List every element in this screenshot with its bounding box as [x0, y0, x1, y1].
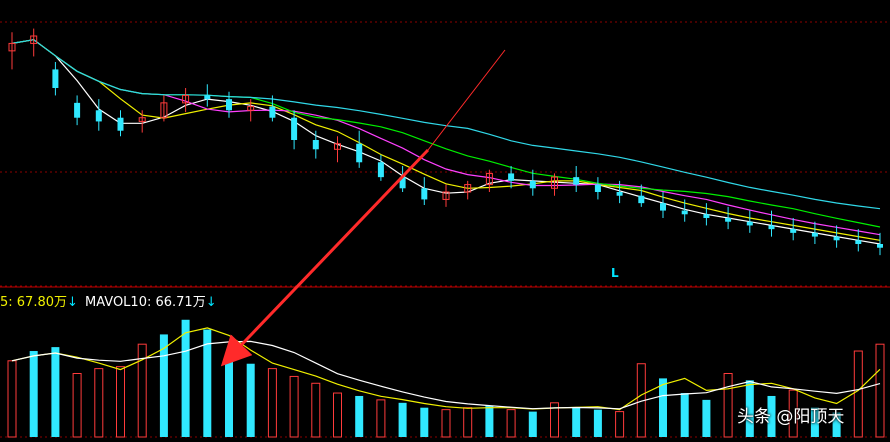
volume-bar-7 — [159, 334, 168, 437]
volume-bar-31 — [680, 393, 689, 437]
volume-bar-39 — [853, 350, 863, 438]
volume-bar-10 — [225, 356, 233, 437]
candle-body-21 — [464, 184, 472, 193]
watermark: 头条 @阳顶天 — [737, 407, 845, 427]
candle-body-39 — [855, 240, 862, 244]
candle-body-24 — [529, 180, 536, 189]
volume-bar-0 — [7, 360, 17, 438]
volume-bar-19 — [420, 407, 429, 437]
red-arrow — [220, 148, 430, 367]
candle-body-4 — [95, 110, 102, 122]
volume-bar-6 — [137, 343, 147, 438]
arrow-guide-line — [427, 49, 506, 151]
volume-bar-13 — [289, 375, 299, 438]
candle-body-26 — [573, 177, 580, 185]
candle-body-3 — [74, 102, 81, 118]
candle-body-28 — [616, 192, 623, 196]
candle-body-32 — [703, 214, 710, 218]
volume-bar-11 — [246, 363, 255, 437]
volume-bar-36 — [788, 389, 798, 438]
volume-bar-9 — [203, 329, 212, 437]
candle-body-2 — [52, 69, 59, 88]
volume-bar-25 — [550, 402, 559, 438]
candle-body-10 — [226, 99, 232, 111]
ma10-line — [11, 39, 881, 241]
volume-bar-26 — [572, 407, 581, 437]
mavol-line-ma10 — [11, 327, 881, 411]
candle-body-15 — [334, 143, 341, 150]
candle-body-1 — [30, 35, 38, 44]
volume-bar-12 — [267, 368, 277, 438]
candle-body-33 — [725, 218, 732, 222]
low-point-marker: L — [611, 266, 619, 280]
ma60-line — [11, 39, 881, 210]
candle-body-11 — [247, 106, 255, 111]
candle-body-13 — [291, 117, 298, 140]
volume-bar-28 — [615, 411, 625, 438]
volume-bar-38 — [832, 412, 841, 437]
candle-body-23 — [508, 173, 515, 181]
volume-bar-23 — [506, 409, 516, 438]
volume-bar-17 — [376, 399, 386, 438]
candle-body-5 — [117, 117, 124, 131]
volume-bar-4 — [94, 368, 104, 438]
volume-bar-30 — [659, 378, 667, 437]
candle-body-30 — [660, 203, 666, 211]
candle-body-20 — [442, 191, 450, 200]
volume-bar-18 — [398, 402, 407, 437]
candle-body-9 — [204, 95, 211, 100]
volume-bar-21 — [463, 407, 473, 438]
candle-body-34 — [746, 221, 753, 226]
candle-body-25 — [551, 176, 558, 189]
candle-body-36 — [790, 229, 797, 233]
candle-body-16 — [356, 143, 363, 163]
candle-body-40 — [877, 244, 883, 248]
candle-body-29 — [638, 195, 645, 204]
volume-bar-16 — [355, 395, 364, 437]
volume-bar-24 — [528, 411, 537, 437]
volume-bar-35 — [767, 395, 776, 437]
mavol10-label: MAVOL10: 66.71万↓ — [85, 295, 217, 310]
candle-body-8 — [182, 94, 190, 104]
volume-bar-3 — [72, 373, 82, 438]
volume-bar-32 — [702, 399, 711, 437]
volume-bar-33 — [723, 373, 733, 438]
volume-bar-2 — [51, 347, 60, 437]
candle-body-27 — [594, 184, 601, 192]
candle-body-37 — [811, 232, 818, 237]
volume-bar-20 — [441, 409, 451, 438]
candle-body-19 — [421, 188, 428, 200]
candle-body-18 — [399, 177, 406, 189]
candle-body-0 — [8, 42, 16, 52]
volume-bar-27 — [593, 409, 602, 437]
mavol-line-ma5 — [11, 340, 881, 410]
volume-bar-14 — [311, 382, 321, 438]
candle-body-38 — [833, 236, 840, 241]
candle-body-31 — [681, 210, 688, 215]
volume-bar-34 — [745, 380, 754, 437]
candle-body-35 — [768, 225, 775, 230]
volume-bar-1 — [29, 351, 38, 437]
volume-bar-15 — [333, 392, 342, 438]
candle-body-6 — [138, 117, 146, 122]
candle-body-12 — [269, 106, 276, 118]
candle-body-22 — [485, 172, 493, 186]
volume-bar-40 — [875, 343, 885, 438]
mavol5-label: 5: 67.80万↓ — [0, 295, 78, 310]
volume-bar-8 — [181, 319, 190, 437]
volume-bar-22 — [485, 405, 494, 437]
volume-bar-5 — [116, 366, 125, 438]
candle-body-17 — [377, 162, 384, 178]
candle-body-14 — [312, 140, 319, 150]
volume-bar-37 — [810, 407, 819, 437]
candle-body-7 — [160, 102, 168, 119]
